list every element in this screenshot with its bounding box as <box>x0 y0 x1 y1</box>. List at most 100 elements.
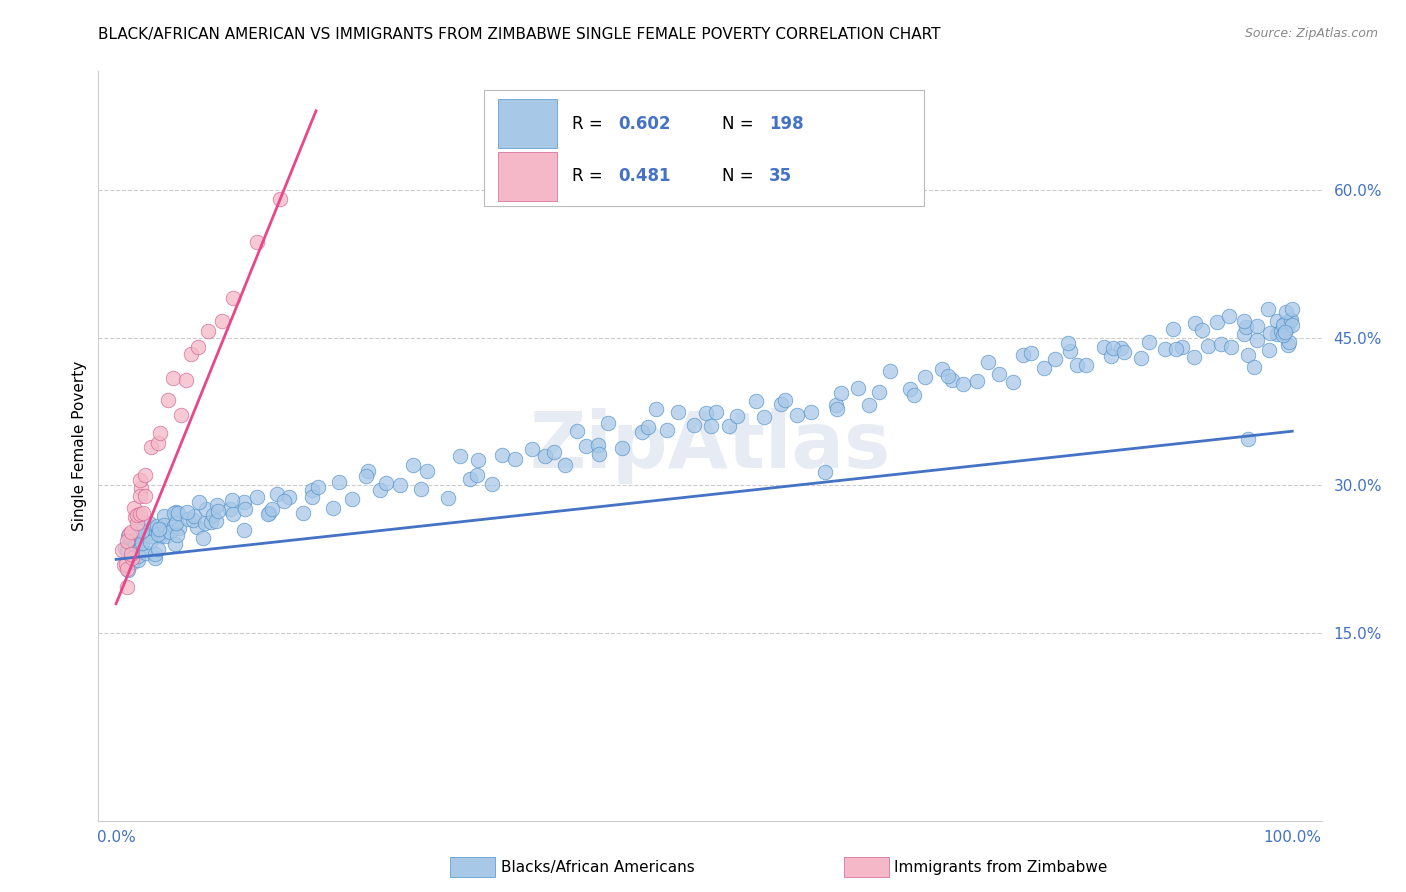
Point <box>903 388 925 402</box>
Point <box>159 524 181 539</box>
Point <box>1057 336 1080 351</box>
Text: R =: R = <box>572 168 607 186</box>
Point <box>115 562 138 576</box>
Point <box>176 505 198 519</box>
Point <box>1184 317 1206 331</box>
Point <box>129 529 152 543</box>
Point <box>127 553 149 567</box>
Point <box>194 502 217 516</box>
Point <box>124 538 146 552</box>
Point <box>1246 334 1268 348</box>
Point <box>1281 318 1303 332</box>
Point <box>146 523 169 537</box>
Text: ZipAtlas: ZipAtlas <box>530 408 890 484</box>
Point <box>117 563 139 577</box>
Point <box>491 448 513 462</box>
Point <box>354 469 377 483</box>
Point <box>596 416 619 430</box>
Point <box>131 536 153 550</box>
Point <box>117 544 139 558</box>
Point <box>814 465 837 479</box>
Text: Source: ZipAtlas.com: Source: ZipAtlas.com <box>1244 27 1378 40</box>
Point <box>307 480 329 494</box>
Point <box>292 506 315 520</box>
Point <box>952 377 974 392</box>
Point <box>197 324 219 338</box>
Point <box>146 542 169 557</box>
Point <box>322 501 344 516</box>
Point <box>1257 301 1279 316</box>
Point <box>666 405 689 419</box>
Point <box>1182 350 1205 364</box>
Point <box>183 513 205 527</box>
Point <box>174 373 197 387</box>
Point <box>301 483 323 497</box>
Point <box>1278 334 1301 349</box>
Point <box>898 382 921 396</box>
Point <box>1237 432 1260 446</box>
Point <box>1258 343 1281 357</box>
Text: N =: N = <box>723 115 759 133</box>
Point <box>1109 341 1132 355</box>
Point <box>120 537 142 551</box>
Point <box>139 440 162 454</box>
Point <box>503 451 526 466</box>
Point <box>232 523 254 537</box>
Point <box>120 524 142 539</box>
Point <box>575 439 598 453</box>
Text: 0.481: 0.481 <box>619 168 671 186</box>
Point <box>1278 313 1301 327</box>
Text: 198: 198 <box>769 115 803 133</box>
Point <box>134 489 156 503</box>
Point <box>1233 327 1256 342</box>
Text: BLACK/AFRICAN AMERICAN VS IMMIGRANTS FROM ZIMBABWE SINGLE FEMALE POVERTY CORRELA: BLACK/AFRICAN AMERICAN VS IMMIGRANTS FRO… <box>98 27 941 42</box>
Point <box>273 494 295 508</box>
Point <box>824 398 846 412</box>
FancyBboxPatch shape <box>484 90 924 206</box>
Point <box>914 369 936 384</box>
Point <box>1171 340 1194 354</box>
Bar <box>498 152 557 201</box>
Point <box>188 495 211 509</box>
Point <box>166 528 188 542</box>
Point <box>1243 359 1265 374</box>
Point <box>416 464 439 478</box>
Point <box>1265 327 1288 342</box>
Point <box>543 444 565 458</box>
Point <box>769 397 792 411</box>
Point <box>142 522 165 536</box>
Point <box>752 409 775 424</box>
Point <box>858 399 880 413</box>
Point <box>1019 346 1042 360</box>
Point <box>586 438 609 452</box>
Point <box>1191 323 1213 337</box>
Point <box>966 374 988 388</box>
Point <box>1066 358 1088 372</box>
Point <box>522 442 544 456</box>
Point <box>977 355 1000 369</box>
Point <box>202 508 225 522</box>
Point <box>700 418 723 433</box>
Point <box>1219 340 1241 354</box>
Point <box>610 441 633 455</box>
Point <box>1271 327 1294 342</box>
Point <box>534 449 557 463</box>
Point <box>1059 343 1081 358</box>
Point <box>340 492 363 507</box>
Point <box>118 527 141 541</box>
Point <box>127 549 149 563</box>
Point <box>301 490 323 504</box>
Point <box>637 420 659 434</box>
Point <box>128 507 150 521</box>
Point <box>328 475 350 490</box>
Text: Blacks/African Americans: Blacks/African Americans <box>501 860 695 874</box>
Point <box>1218 310 1240 324</box>
Point <box>129 473 152 487</box>
Point <box>134 468 156 483</box>
Point <box>1265 314 1288 328</box>
Point <box>143 551 166 566</box>
Point <box>436 491 458 505</box>
Point <box>207 504 229 518</box>
Point <box>129 481 152 495</box>
Point <box>931 362 953 376</box>
